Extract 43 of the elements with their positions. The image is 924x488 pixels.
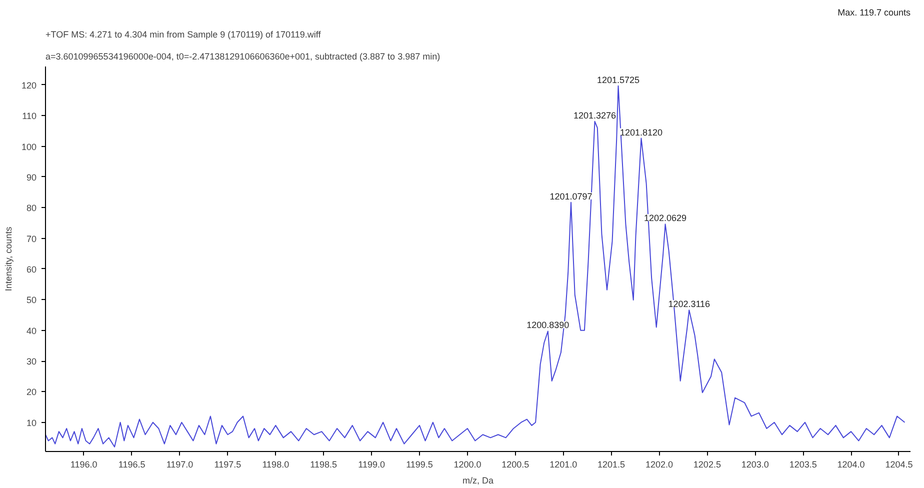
- x-tick-label: 1203.0: [741, 460, 769, 470]
- x-axis-title: m/z, Da: [462, 476, 494, 486]
- y-tick-label: 10: [26, 418, 37, 428]
- x-tick-label: 1200.5: [502, 460, 530, 470]
- x-tick-label: 1203.5: [789, 460, 817, 470]
- y-tick-label: 60: [26, 264, 37, 274]
- x-tick-label: 1199.0: [358, 460, 385, 470]
- line-series: [46, 85, 906, 448]
- x-tick-label: 1201.5: [598, 460, 626, 470]
- x-tick-label: 1198.5: [310, 460, 338, 470]
- y-tick-label: 20: [26, 387, 37, 398]
- x-tick-label: 1204.0: [837, 460, 865, 470]
- x-tick-label: 1196.5: [118, 460, 146, 470]
- annotation: 1202.0629: [644, 213, 687, 224]
- x-tick-label: 1202.5: [693, 460, 721, 470]
- annotation: 1201.3276: [573, 110, 616, 120]
- y-tick-label: 50: [26, 295, 37, 306]
- y-tick-label: 70: [26, 234, 37, 244]
- chart-title: +TOF MS: 4.271 to 4.304 min from Sample 9 (170119) of 170119.wiff: [46, 30, 322, 40]
- x-tick-label: 1197.0: [166, 460, 194, 470]
- x-tick-label: 1200.0: [454, 460, 482, 470]
- x-tick-label: 1198.0: [262, 460, 290, 470]
- x-tick-label: 1197.5: [214, 460, 242, 470]
- x-tick-label: 1201.0: [550, 460, 578, 470]
- text: Max. 119.7 counts: [838, 8, 911, 18]
- y-tick-label: 120: [21, 80, 37, 90]
- x-tick-label: 1202.0: [645, 460, 674, 470]
- y-tick-label: 100: [21, 142, 37, 152]
- chart-subtitle: a=3.60109965534196000e-004, t0=-2.47138129106606360e+001, subtracted (3.887 to 3.987 min): [46, 52, 440, 62]
- y-tick-label: 90: [26, 172, 37, 182]
- y-tick-label: 30: [26, 356, 37, 366]
- annotation: 1201.0797: [550, 191, 592, 202]
- x-tick-label: 1196.0: [70, 460, 98, 470]
- annotation: 1202.3116: [668, 299, 710, 310]
- y-tick-label: 110: [22, 111, 37, 122]
- y-axis-title: Intensity, counts: [3, 226, 14, 292]
- y-tick-label: 80: [26, 203, 37, 214]
- annotation: 1201.8120: [620, 127, 662, 138]
- y-tick-label: 40: [26, 326, 37, 336]
- x-tick-label: 1204.5: [885, 460, 913, 470]
- annotation: 1201.5725: [596, 74, 640, 85]
- x-tick-label: 1199.5: [406, 460, 433, 470]
- annotation: 1200.8390: [526, 320, 570, 330]
